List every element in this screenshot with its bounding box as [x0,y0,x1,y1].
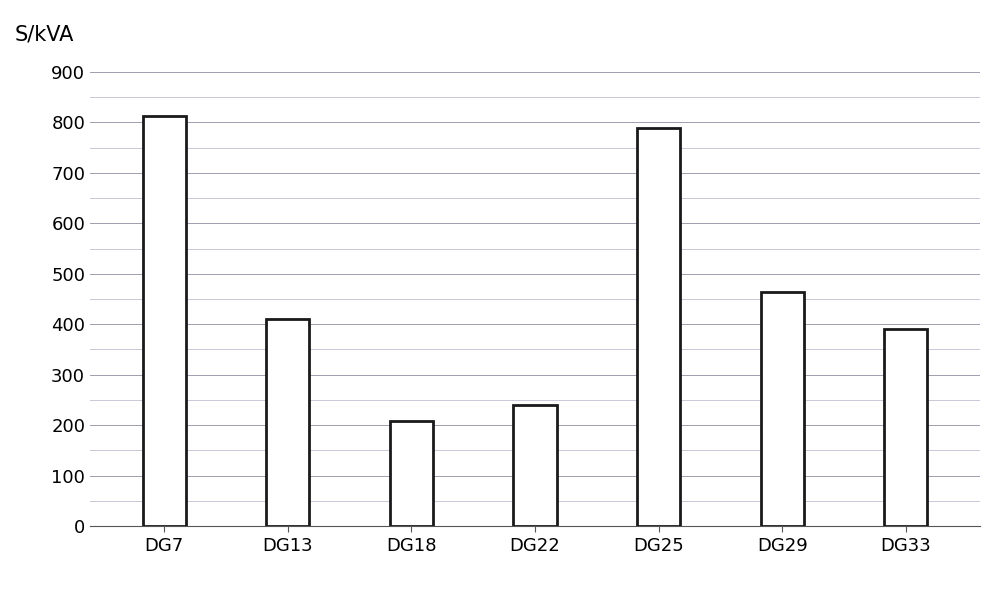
Bar [266,319,309,526]
Bar [143,116,186,526]
Bar [884,329,927,526]
Text: S/kVA: S/kVA [14,25,74,44]
Bar [390,421,433,526]
Bar [761,292,804,526]
Bar [637,129,680,526]
Bar [513,405,557,526]
